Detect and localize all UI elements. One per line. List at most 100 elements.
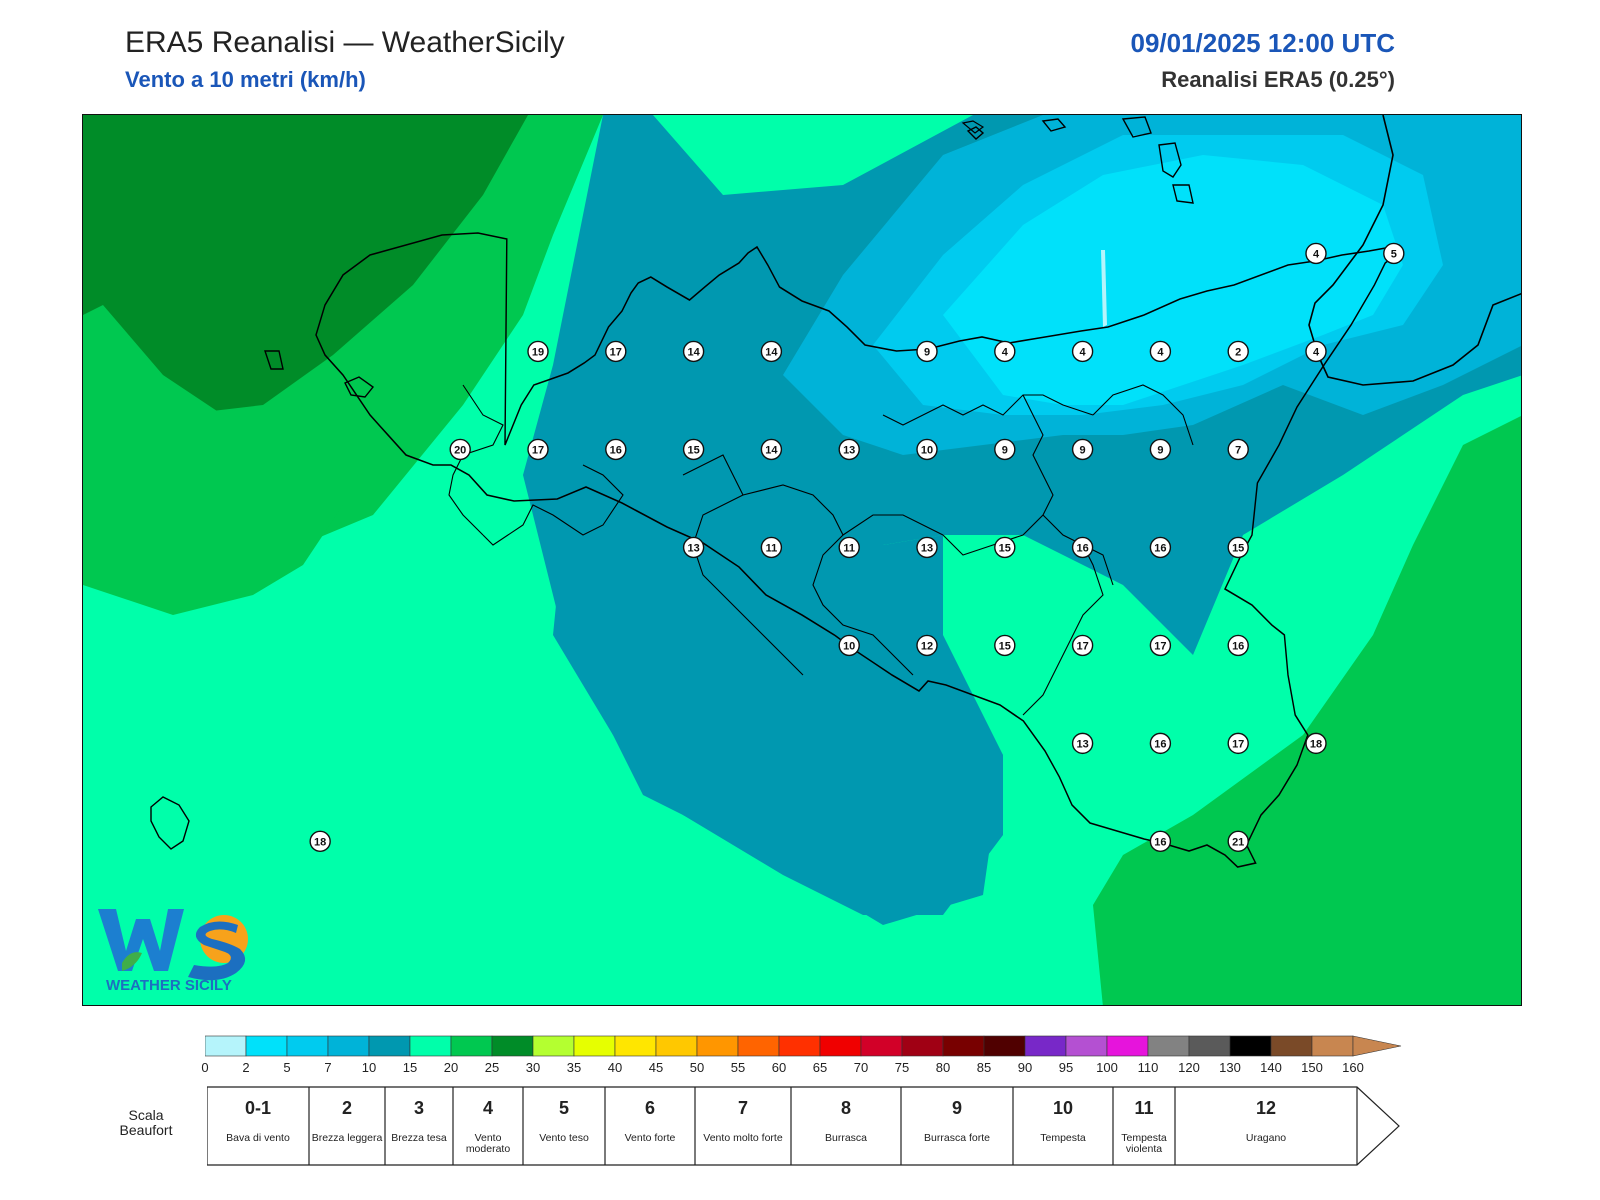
beaufort-level-label: Burrasca [824, 1132, 867, 1144]
station-wind-value: 13 [843, 444, 855, 456]
wind-band-0-2 [1101, 250, 1107, 327]
wind-band-2-5 [943, 155, 1403, 405]
colorbar-tick-label: 110 [1137, 1060, 1159, 1075]
beaufort-level: 11 Tempesta violenta [1115, 1086, 1173, 1164]
station-wind-value: 9 [1080, 444, 1086, 456]
beaufort-scale-title: Scala Beaufort [119, 1107, 173, 1138]
colorbar-segment [819, 1035, 862, 1057]
province-boundaries [448, 384, 1194, 716]
colorbar-segment [327, 1035, 370, 1057]
station-wind-value: 11 [843, 542, 855, 554]
beaufort-level-label: Bava di vento [226, 1132, 290, 1144]
colorbar-tick-label: 75 [894, 1060, 910, 1075]
station-markers: 19 17 14 14 9 4 4 4 2 4 4 5 20 17 16 15 14 13 10 9 9 9 7 13 11 11… [309, 242, 1405, 853]
station-marker [1305, 732, 1327, 755]
station-marker [1071, 536, 1094, 559]
beaufort-level: 4 Vento moderato [455, 1086, 521, 1164]
station-marker [1071, 634, 1094, 657]
station-marker [1305, 242, 1327, 265]
colorbar-segment [245, 1035, 288, 1057]
colorbar-segment [1106, 1035, 1149, 1057]
station-marker [1149, 732, 1172, 755]
colorbar-segment [942, 1035, 985, 1057]
station-marker [1149, 830, 1172, 853]
beaufort-level-label: Brezza leggera [311, 1132, 383, 1144]
colorbar-tick-label: 55 [730, 1060, 746, 1075]
beaufort-level: 7 Vento molto forte [697, 1086, 789, 1164]
station-marker [760, 438, 783, 461]
station-wind-value: 14 [687, 346, 700, 358]
beaufort-level-label: Vento teso [539, 1132, 589, 1144]
colorbar-tick-label: 45 [648, 1060, 664, 1075]
colorbar-tick-label: 7 [324, 1060, 332, 1075]
beaufort-level-number: 2 [341, 1098, 352, 1118]
beaufort-level: 9 Burrasca forte [903, 1086, 1011, 1164]
station-marker [1149, 438, 1172, 461]
beaufort-level-number: 0-1 [244, 1098, 271, 1118]
island-vulcano [1172, 184, 1194, 204]
wind-map[interactable]: 19 17 14 14 9 4 4 4 2 4 4 5 20 17 16 15 14 13 10 9 9 9 7 13 11 11… [82, 114, 1522, 1006]
beaufort-level: 0-1 Bava di vento [209, 1086, 307, 1164]
island-egadi [264, 350, 284, 370]
station-marker [916, 634, 938, 657]
colorbar-tick-label: 90 [1017, 1060, 1033, 1075]
station-marker [1227, 732, 1249, 755]
station-marker [994, 340, 1016, 363]
station-marker [1149, 340, 1172, 363]
colorbar-tick-label: 100 [1096, 1060, 1118, 1075]
station-marker [682, 536, 705, 559]
colorbar-tick-label: 60 [771, 1060, 787, 1075]
station-marker [760, 536, 783, 559]
station-marker [760, 340, 783, 363]
colorbar-segment [737, 1035, 780, 1057]
station-wind-value: 20 [454, 444, 466, 456]
colorbar-tick-label: 70 [853, 1060, 869, 1075]
station-wind-value: 17 [532, 444, 544, 456]
beaufort-level-number: 3 [413, 1098, 424, 1118]
colorbar-segment [983, 1035, 1026, 1057]
island-salina [1121, 116, 1152, 138]
island-filicudi [1041, 118, 1067, 132]
station-marker [1071, 732, 1094, 755]
station-wind-value: 13 [687, 542, 699, 554]
wind-map-canvas: 19 17 14 14 9 4 4 4 2 4 4 5 20 17 16 15 14 13 10 9 9 9 7 13 11 11… [83, 115, 1521, 1005]
station-wind-value: 17 [610, 346, 622, 358]
station-marker [1227, 830, 1249, 853]
station-wind-value: 16 [1154, 738, 1166, 750]
station-wind-value: 12 [921, 640, 933, 652]
station-marker [994, 634, 1016, 657]
station-wind-value: 16 [1232, 640, 1244, 652]
station-wind-value: 16 [1154, 542, 1166, 554]
station-marker [994, 536, 1016, 559]
island-ustica [966, 126, 985, 140]
station-wind-value: 5 [1391, 248, 1397, 260]
station-marker [916, 536, 938, 559]
weather-sicily-logo: WEATHER SICILY [96, 905, 256, 995]
station-marker [309, 830, 331, 853]
colorbar-tick-label: 50 [689, 1060, 705, 1075]
wind-band-20-25-west [83, 305, 373, 615]
wind-band-25-30 [83, 115, 528, 415]
beaufort-level-number: 11 [1134, 1098, 1154, 1118]
station-marker [1149, 634, 1172, 657]
colorbar-segment [205, 1035, 247, 1057]
station-marker [838, 634, 860, 657]
station-wind-value: 4 [1080, 346, 1087, 358]
beaufort-level-label: Vento forte [624, 1132, 676, 1144]
island-pantelleria [150, 796, 190, 850]
island-lipari [1158, 142, 1182, 178]
colorbar-tick-label: 15 [402, 1060, 418, 1075]
ws-logo-icon: WEATHER SICILY [98, 909, 248, 994]
station-wind-value: 18 [1310, 738, 1322, 750]
beaufort-level-number: 9 [951, 1098, 962, 1118]
station-marker [682, 340, 705, 363]
station-marker [682, 438, 705, 461]
colorbar-tick-label: 160 [1342, 1060, 1364, 1075]
colorbar-segment [696, 1035, 739, 1057]
colorbar-segment [614, 1035, 657, 1057]
station-wind-value: 11 [766, 542, 778, 554]
sicily-coastline [315, 232, 1399, 868]
station-wind-value: 15 [999, 542, 1011, 554]
station-marker [1149, 536, 1172, 559]
station-wind-value: 19 [532, 346, 544, 358]
